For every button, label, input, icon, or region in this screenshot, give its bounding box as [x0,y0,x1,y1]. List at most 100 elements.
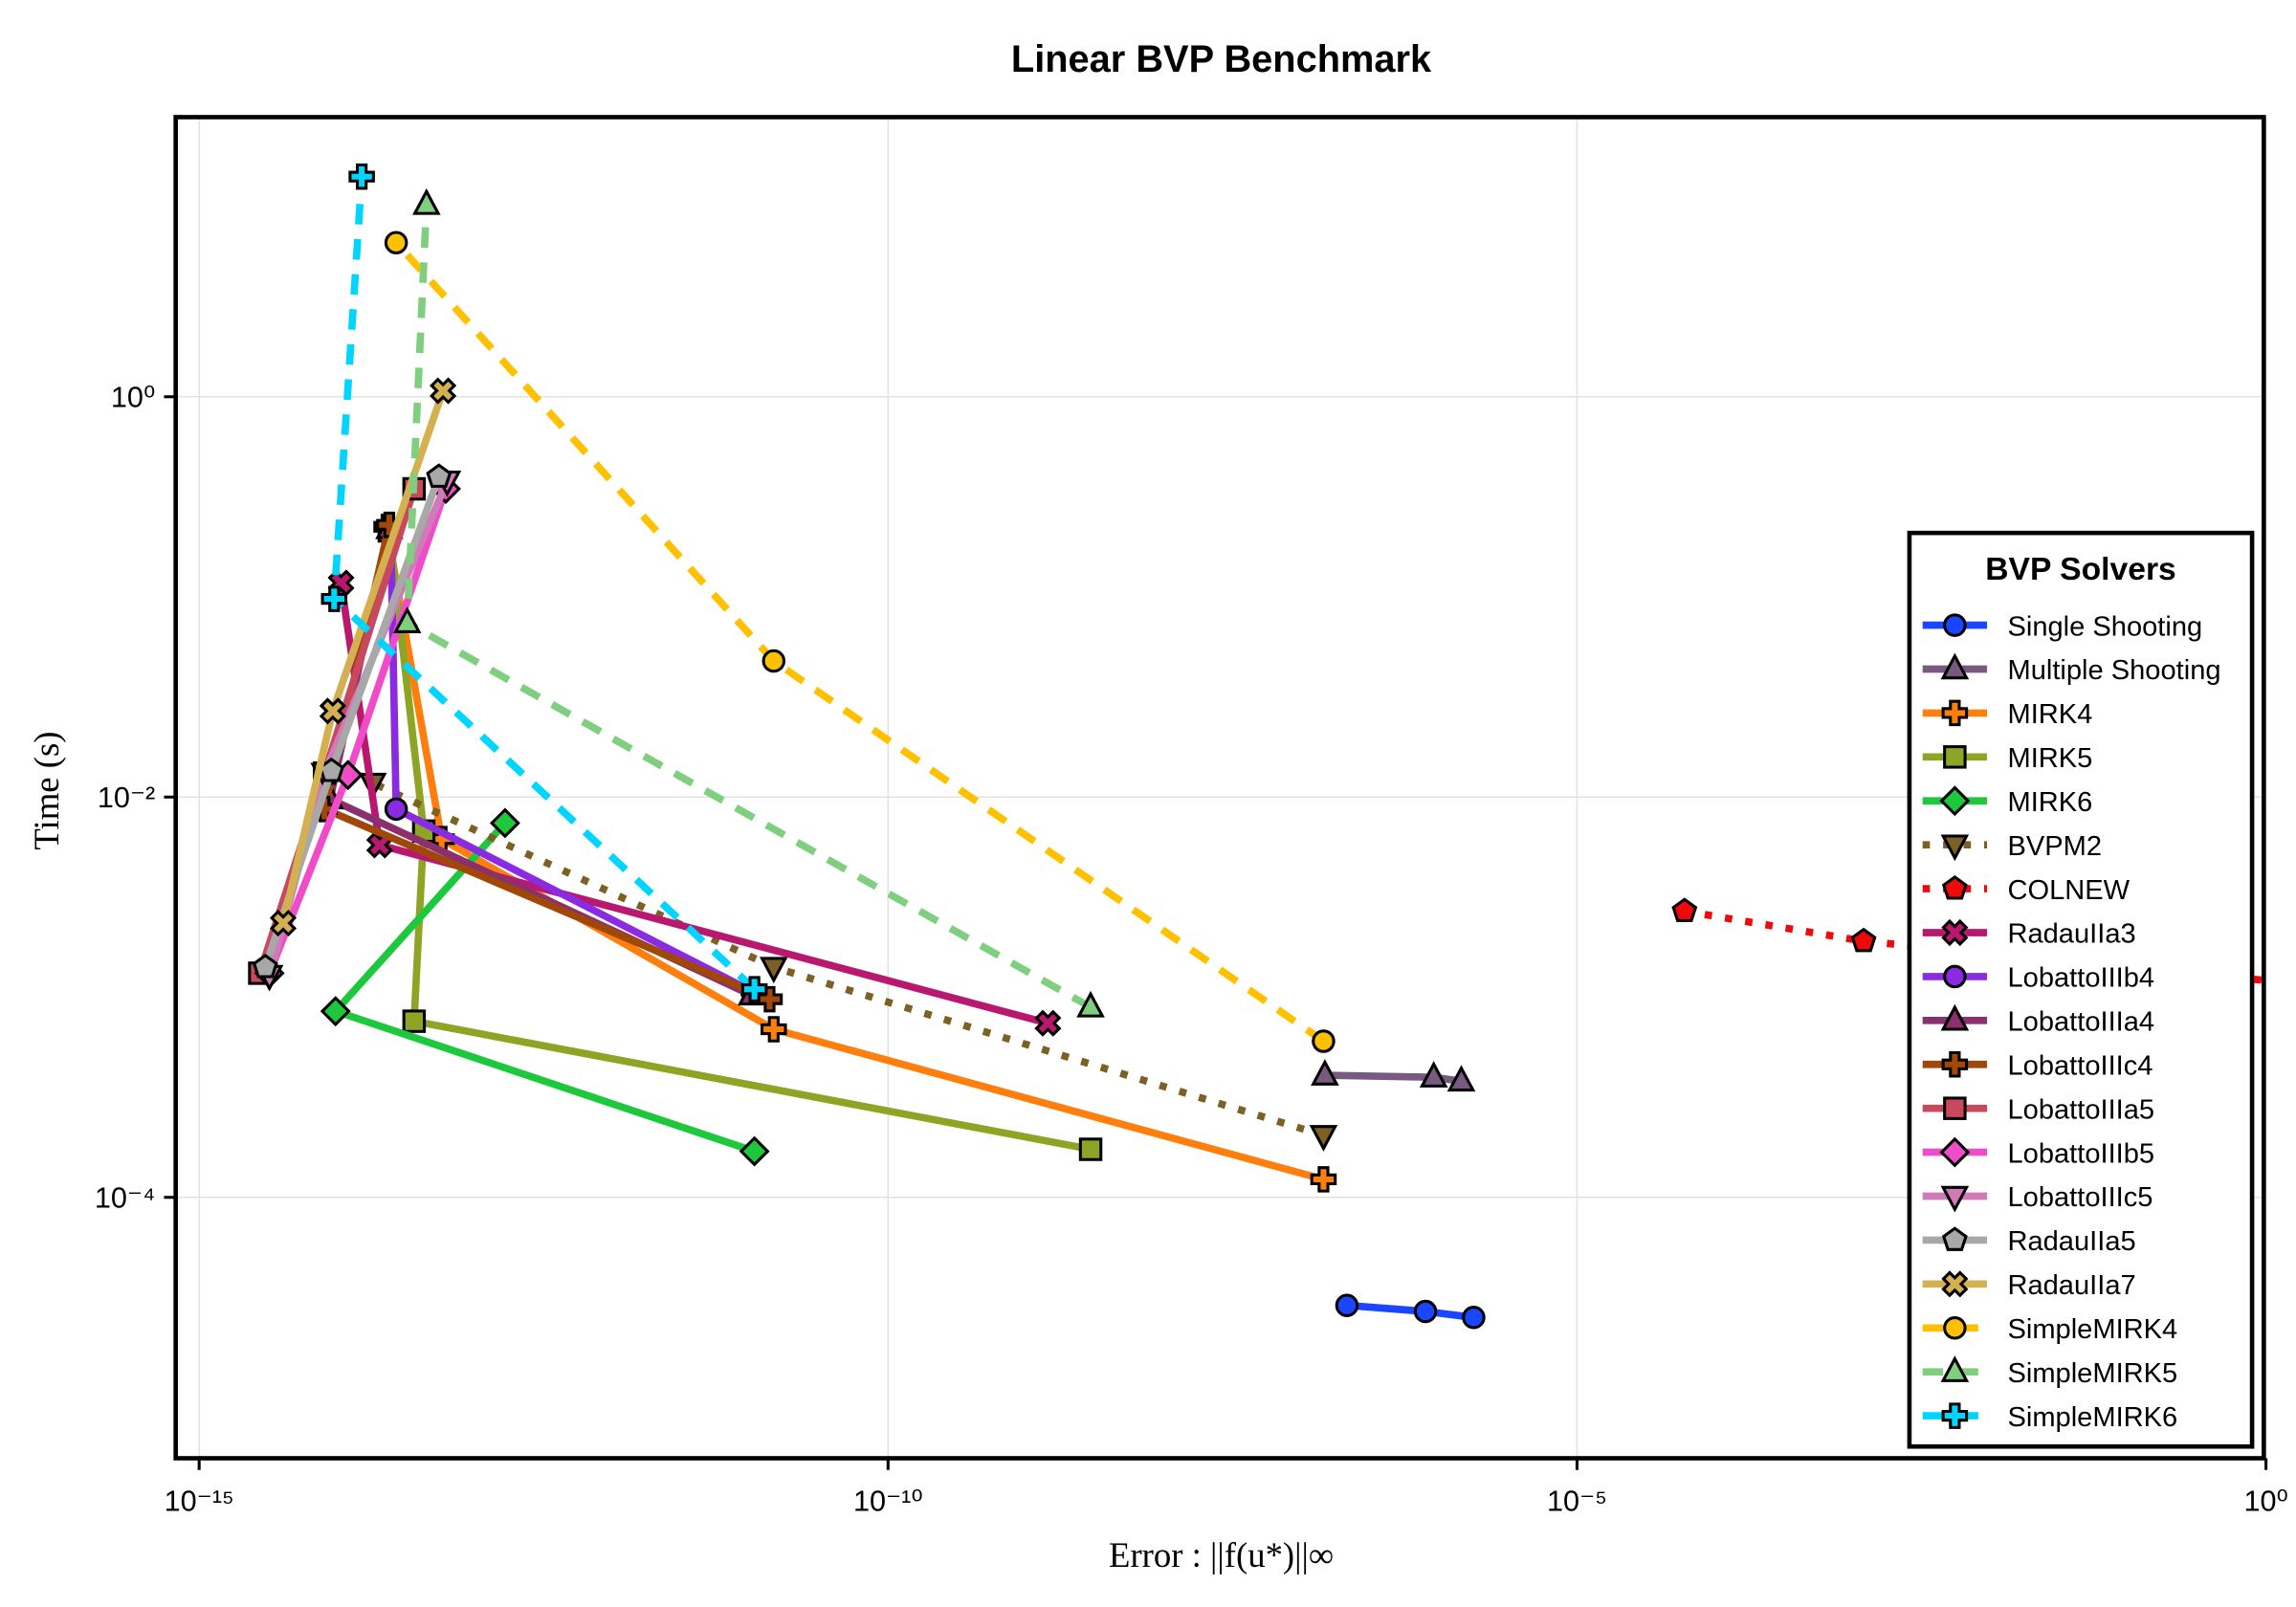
data-point [1034,1009,1062,1037]
legend-item-lobattoiiib5: LobattoIIIb5 [1922,1136,2154,1169]
legend-item-colnew: COLNEW [1922,874,2130,906]
y-axis-label: Time (s) [27,731,66,849]
legend-label: RadauIIa7 [2007,1270,2135,1301]
data-point [1076,990,1105,1018]
data-point [1462,1306,1486,1330]
legend-item-mirk5: MIRK5 [1922,743,2092,774]
series-radauiia7 [269,377,457,937]
legend-label: SimpleMIRK4 [2007,1314,2177,1345]
series-mirk6 [320,807,770,1167]
legend-item-lobattoiiia5: LobattoIIIa5 [1922,1094,2154,1125]
data-point [1413,1299,1438,1324]
y-tick-label: 10⁻² [98,781,155,814]
legend-label: LobattoIIIa5 [2007,1094,2154,1125]
axis-ticks: 10⁻¹⁵ 10⁻¹⁰ 10⁻⁵ 10⁰ 10⁰ 10⁻² 10⁻⁴ [95,382,2288,1518]
series-multiple-shooting [1311,1059,1476,1092]
data-point [1335,1293,1359,1317]
legend-marker [1939,785,1971,817]
legend-item-simplemirk4: SimpleMIRK4 [1922,1314,2177,1345]
legend-marker [1941,918,1969,947]
legend-marker [1940,1185,1970,1213]
data-point [1078,1137,1103,1161]
data-point [760,1016,787,1043]
data-point [489,807,520,839]
legend-label: Multiple Shooting [2007,655,2220,686]
data-point [412,187,441,215]
legend-box [1907,530,2255,1449]
data-point [319,697,346,725]
data-point [759,957,788,984]
y-tick-label: 10⁰ [111,382,155,414]
legend-marker [1939,1136,1971,1168]
legend-item-lobattoiiic4: LobattoIIIc4 [1922,1050,2152,1081]
data-point [430,377,457,405]
legend-item-lobattoiiib4: LobattoIIIb4 [1922,963,2154,994]
legend-title: BVP Solvers [1985,552,2176,587]
legend-item-radauiia7: RadauIIa7 [1922,1270,2136,1301]
legend-label: BVPM2 [2007,831,2102,862]
legend-label: Single Shooting [2007,611,2202,642]
data-point [320,996,351,1027]
legend-label: RadauIIa3 [2007,919,2135,950]
data-point [1850,927,1877,953]
legend-marker [1940,652,1970,680]
legend-item-mirk6: MIRK6 [1922,785,2092,818]
legend-item-simplemirk5: SimpleMIRK5 [1922,1355,2177,1389]
data-point [426,463,453,488]
series-group [248,163,2264,1330]
data-point [320,585,348,612]
data-point [762,649,786,673]
legend-marker [1943,1316,1967,1340]
legend-item-mirk4: MIRK4 [1922,699,2092,730]
legend-label: LobattoIIIb5 [2007,1138,2154,1169]
x-tick-label: 10⁻¹⁵ [165,1486,234,1518]
legend-label: LobattoIIIc5 [2007,1182,2152,1213]
legend: BVP Solvers Single Shooting Multiple Shoo… [1907,530,2255,1449]
legend-marker [1941,1270,1969,1298]
data-point [252,953,278,979]
legend-marker [1941,699,1969,727]
legend-marker [1940,1003,1970,1031]
x-tick-label: 10⁻¹⁰ [853,1486,923,1518]
data-point [384,797,408,822]
legend-marker [1941,874,1968,900]
data-point [269,910,298,937]
legend-label: SimpleMIRK5 [2007,1358,2177,1389]
legend-label: MIRK5 [2007,743,2092,774]
data-point [1446,1065,1476,1092]
data-point [402,1009,427,1033]
series-line [1346,1301,1474,1322]
data-point [384,231,408,254]
legend-item-lobattoiiia4: LobattoIIIa4 [1922,1003,2154,1038]
legend-marker [1943,613,1967,637]
x-tick-label: 10⁻⁵ [1547,1486,1607,1518]
legend-marker [1943,1096,1967,1120]
legend-label: SimpleMIRK6 [2007,1402,2177,1433]
series-single-shooting [1335,1293,1486,1330]
series-line [386,530,1092,1154]
data-point [1311,1059,1339,1086]
legend-item-lobattoiiic5: LobattoIIIc5 [1922,1182,2152,1213]
legend-marker [1943,964,1967,989]
legend-label: RadauIIa5 [2007,1226,2135,1257]
series-line [331,820,756,1156]
series-simplemirk6 [320,163,768,1002]
data-point [1671,897,1698,922]
data-point [1312,1029,1336,1053]
legend-marker [1941,1050,1969,1078]
legend-label: LobattoIIIc4 [2007,1050,2152,1081]
series-line [371,780,1325,1139]
grid [175,117,2267,1459]
data-point [739,1135,770,1167]
data-point [1310,1166,1337,1193]
legend-label: LobattoIIIb4 [2007,963,2154,994]
legend-item-simplemirk6: SimpleMIRK6 [1922,1402,2177,1433]
legend-item-bvpm2: BVPM2 [1922,831,2102,862]
legend-item-multiple-shooting: Multiple Shooting [1922,652,2221,686]
data-point [348,163,375,190]
data-point [740,976,768,1002]
legend-marker [1940,834,1970,862]
data-point [1309,1125,1338,1152]
y-tick-label: 10⁻⁴ [95,1181,155,1214]
